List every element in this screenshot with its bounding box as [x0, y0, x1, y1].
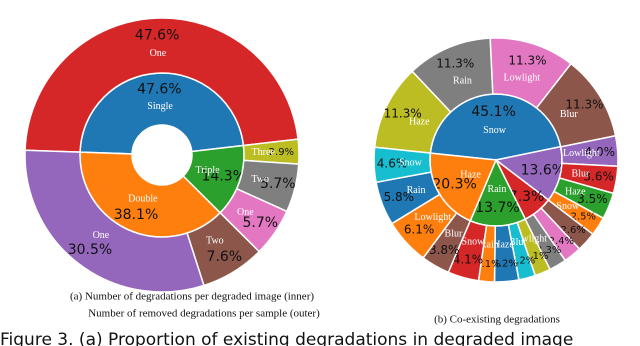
sunburst-segment: [24, 149, 205, 293]
segment-name: Haze: [460, 169, 481, 180]
value-label: 7.3%: [509, 189, 545, 205]
value-label: 2.5%: [571, 212, 596, 223]
value-label: 7.6%: [207, 249, 243, 265]
value-label: 2.4%: [549, 236, 574, 247]
value-label: 38.1%: [114, 207, 158, 223]
segment-name: Three: [252, 147, 276, 158]
segment-name: Snow: [556, 201, 580, 212]
segment-name: Haze: [565, 187, 586, 198]
value-label: 11.3%: [508, 53, 546, 67]
segment-name: Blur: [572, 168, 590, 179]
value-label: 4.0%: [585, 145, 616, 159]
segment-name: Lowlight: [504, 73, 541, 84]
segment-name: Two: [206, 236, 224, 247]
value-label: 3.2%: [492, 259, 517, 270]
segment-name: Snow: [399, 158, 423, 169]
value-label: 14.3%: [202, 168, 246, 184]
value-label: 11.3%: [436, 57, 474, 71]
segment-name: Blur: [445, 229, 463, 240]
segment-name: Single: [147, 101, 173, 112]
value-label: 5.7%: [260, 176, 296, 192]
segment-name: One: [93, 230, 110, 241]
value-label: 11.3%: [565, 98, 603, 112]
segment-name: Lowlight: [510, 233, 547, 244]
value-label: 5.8%: [384, 190, 415, 204]
value-label: 2.1%: [523, 251, 548, 262]
value-label: 6.1%: [404, 223, 435, 237]
segment-name: Snow: [462, 237, 486, 248]
sunburst-segment: [373, 146, 432, 184]
value-label: 30.5%: [68, 242, 112, 258]
sunburst-segment: [24, 17, 299, 153]
value-label: 3.5%: [577, 192, 608, 206]
segment-name: Rain: [453, 76, 472, 87]
value-label: 3.8%: [429, 243, 460, 257]
segment-name: Triple: [195, 165, 220, 176]
segment-name: Lowlight: [563, 148, 600, 159]
segment-name: Haze: [493, 240, 514, 251]
caption: (a) Number of degradations per degraded …: [70, 291, 314, 303]
segment-name: Rain: [480, 240, 499, 251]
value-label: 2.3%: [536, 245, 561, 256]
segment-name: Two: [251, 174, 269, 185]
segment-name: Blur: [509, 237, 527, 248]
segment-name: Rain: [487, 184, 506, 195]
value-label: 3.6%: [583, 170, 614, 184]
value-label: 11.3%: [384, 106, 422, 120]
segment-name: One: [237, 207, 254, 218]
value-label: 2.6%: [560, 225, 585, 236]
segment-name: Snow: [483, 125, 507, 136]
caption: (b) Co-existing degradations: [434, 314, 560, 326]
segment-name: Double: [128, 194, 158, 205]
value-label: 2.9%: [269, 147, 294, 158]
value-label: 13.7%: [475, 200, 519, 216]
segment-name: One: [150, 48, 167, 59]
value-label: 45.1%: [471, 104, 515, 120]
segment-name: Haze: [409, 116, 430, 127]
value-label: 4.6%: [377, 157, 408, 171]
value-label: 47.6%: [137, 82, 181, 98]
value-label: 2.2%: [510, 256, 535, 267]
value-label: 5.7%: [243, 215, 279, 231]
figure-caption: Figure 3. (a) Proportion of existing deg…: [0, 330, 573, 346]
value-label: 13.6%: [521, 163, 565, 179]
caption: Number of removed degradations per sampl…: [88, 308, 320, 320]
value-label: 4.1%: [453, 253, 484, 267]
segment-name: Rain: [407, 185, 426, 196]
segment-name: Lowlight: [414, 212, 451, 223]
value-label: 47.6%: [135, 28, 179, 44]
value-label: 20.3%: [432, 176, 476, 192]
value-label: 2.1%: [475, 259, 500, 270]
segment-name: Blur: [560, 109, 578, 120]
